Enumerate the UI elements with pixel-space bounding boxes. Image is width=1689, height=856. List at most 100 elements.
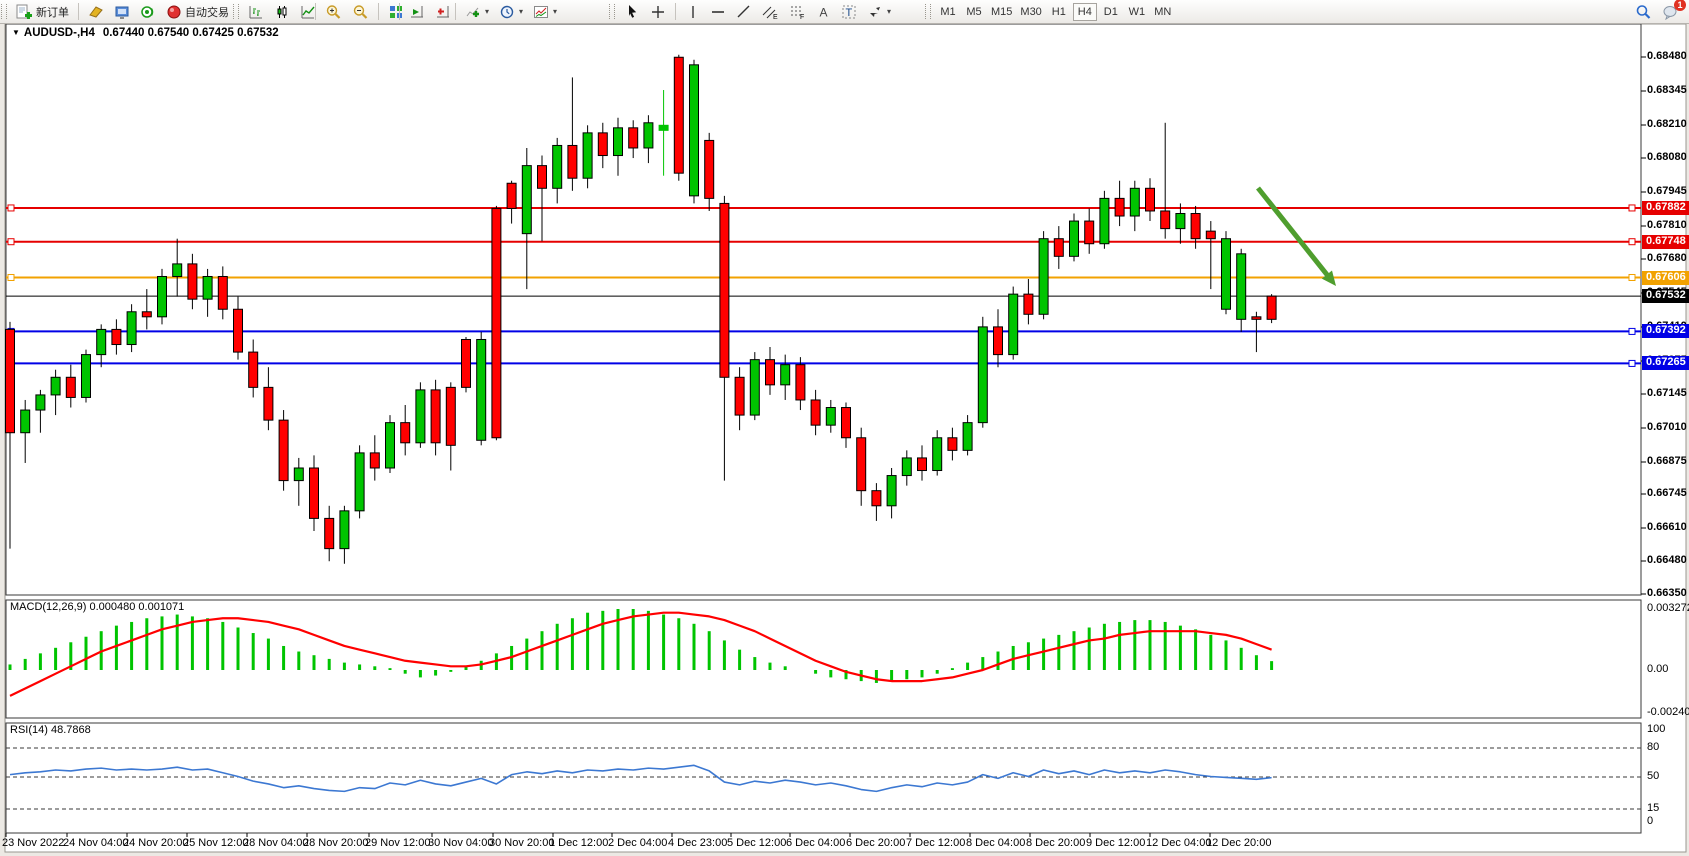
market-watch-button[interactable] [110,2,134,21]
rsi-axis-label: 0 [1647,815,1654,827]
text-label-button[interactable]: T [837,2,861,21]
fibonacci-button[interactable]: F [785,2,810,21]
candle-bull [977,326,988,424]
equidistant-channel-button[interactable]: E [758,2,783,21]
autotrading-button[interactable]: 自动交易 [162,2,233,21]
candle-bear [765,359,775,386]
line-anchor-handle[interactable] [1628,359,1636,367]
price-tick-label: 0.66875 [1647,455,1687,467]
macd-axis-label: 0.003272 [1647,602,1689,614]
dropdown-arrow-icon: ▾ [887,7,892,16]
line-anchor-handle[interactable] [1628,273,1636,281]
candle-bear [841,407,851,439]
timeframe-button-m15[interactable]: M15 [988,3,1015,21]
candle-bull [96,328,107,356]
timeframe-button-h1[interactable]: H1 [1047,3,1071,21]
rsi-axis-label: 50 [1647,770,1660,782]
candle-bull [1175,212,1186,230]
time-axis-label: 5 Dec 12:00 [727,837,787,849]
candle-bull [780,364,791,386]
trendline-icon [737,5,750,17]
chat-button[interactable]: 1 [1658,0,1686,21]
candle-bull [1236,253,1247,320]
candle-bull [293,467,304,482]
cursor-button[interactable] [620,2,644,21]
candle-bull [126,311,137,346]
dropdown-arrow-icon: ▾ [485,7,490,16]
price-tick-label: 0.66745 [1647,487,1687,499]
periods-button[interactable]: ▾ [495,2,527,21]
line-anchor-handle[interactable] [1628,204,1636,212]
templates-button[interactable]: ▾ [529,2,561,21]
macd-axis-label: 0.00 [1647,663,1669,675]
line-anchor-handle[interactable] [7,238,15,246]
profiles-button[interactable] [84,2,108,21]
chart-title[interactable]: ▼ AUDUSD-,H4 0.67440 0.67540 0.67425 0.675… [12,27,279,39]
cursor-icon [629,4,637,18]
horizontal-line-button[interactable] [706,2,730,21]
candle-bull [35,394,46,411]
zoom-in-button[interactable] [321,2,346,21]
arrows-button[interactable]: ▾ [863,2,895,21]
search-button[interactable] [1631,2,1656,21]
candle-bear [810,399,821,426]
zoom-out-icon [353,4,368,19]
indicators-button[interactable]: ▾ [461,2,493,21]
price-tick-label: 0.68345 [1647,84,1687,96]
trendline-button[interactable] [732,2,756,21]
time-axis-label: 8 Dec 04:00 [966,837,1026,849]
signals-button[interactable] [136,2,160,21]
time-axis-label: 30 Nov 20:00 [489,837,555,849]
timeframe-button-m5[interactable]: M5 [962,3,986,21]
candle-bear [217,275,228,310]
candle-bull [202,275,213,300]
candle-bear [369,452,380,469]
candle-bear [856,437,867,492]
arrow-head [1321,270,1336,286]
candle-bear [673,56,684,174]
timeframe-button-h4[interactable]: H4 [1072,2,1097,21]
crosshair-button[interactable] [646,2,670,21]
text-button[interactable]: A [812,2,835,21]
line-anchor-handle[interactable] [1628,327,1636,335]
candle-bull [825,407,836,426]
macd-signal-line [9,611,1272,697]
zoom-out-button[interactable] [348,2,373,21]
line-anchor-handle[interactable] [7,273,15,281]
candle-bear [1084,220,1095,245]
candlestick-chart-button[interactable] [270,2,294,21]
auto-scroll-icon [411,5,423,17]
candle-bull [476,338,487,441]
svg-text:E: E [773,14,778,20]
timeframe-button-d1[interactable]: D1 [1099,3,1123,21]
candle-bear [324,517,335,550]
line-anchor-handle[interactable] [1628,238,1636,246]
time-axis-label: 24 Nov 04:00 [63,837,129,849]
price-tick-label: 0.67145 [1647,387,1687,399]
vertical-line-button[interactable] [681,2,704,21]
chart-collapse-icon[interactable]: ▼ [12,28,20,37]
main-price-pane [5,23,1642,596]
chat-icon [1663,5,1677,20]
new-order-icon [16,4,32,19]
trend-arrow[interactable] [1256,186,1336,286]
line-chart-button[interactable] [296,2,320,21]
time-axis-label: 12 Dec 20:00 [1206,837,1272,849]
timeframe-button-mn[interactable]: MN [1151,3,1175,21]
bar-chart-icon [249,5,262,18]
price-line-badge: 0.67882 [1642,201,1689,215]
candle-bull [962,422,973,451]
candle-bear [795,364,806,401]
candle-bear [719,202,730,378]
macd-indicator [8,609,1274,697]
time-axis-label: 12 Dec 04:00 [1146,837,1212,849]
chart-shift-button[interactable] [431,2,455,21]
timeframe-button-m30[interactable]: M30 [1017,3,1044,21]
bar-chart-button[interactable] [244,2,268,21]
timeframe-button-w1[interactable]: W1 [1125,3,1149,21]
auto-scroll-button[interactable] [405,2,429,21]
new-order-button[interactable]: 新订单 [12,2,73,21]
line-anchor-handle[interactable] [7,204,15,212]
timeframe-button-m1[interactable]: M1 [936,3,960,21]
